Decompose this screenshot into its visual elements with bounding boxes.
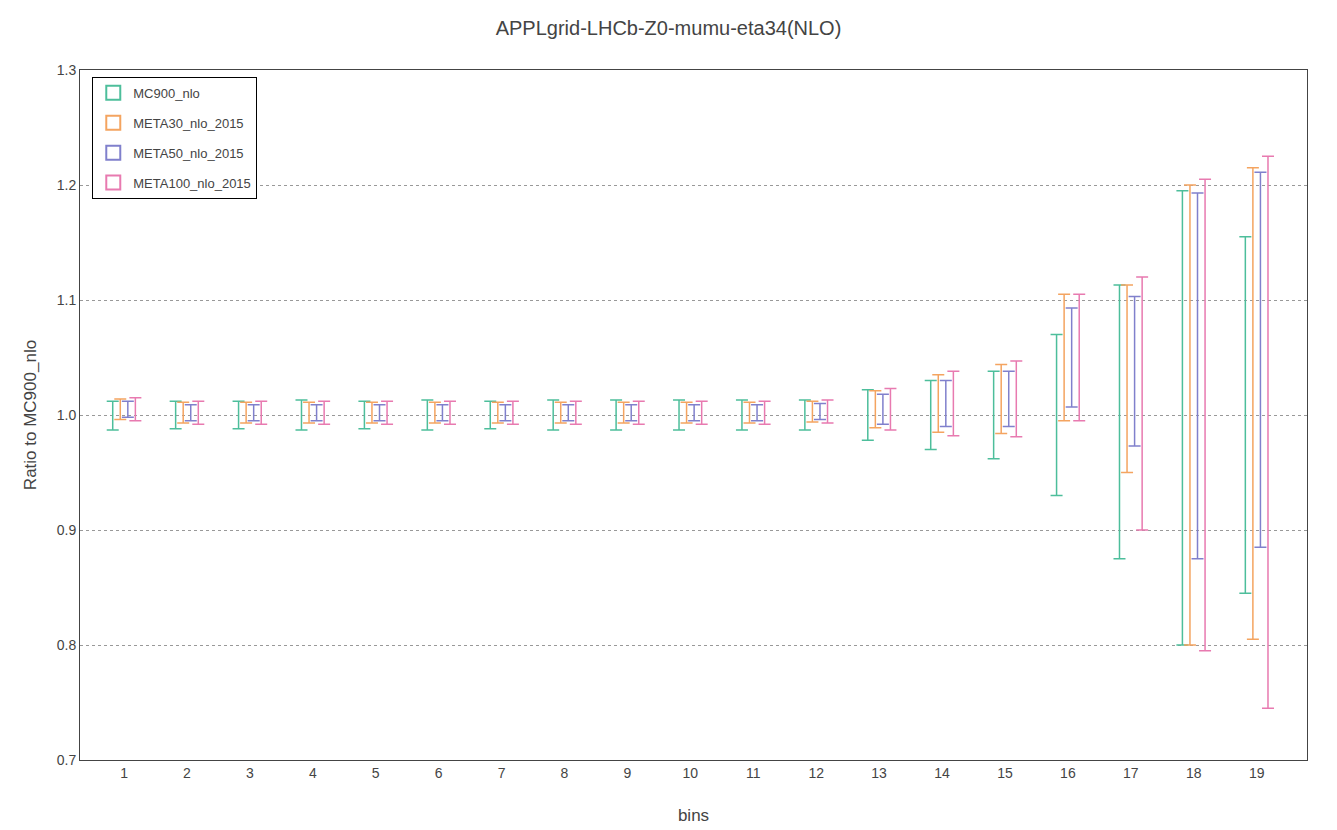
svg-text:0.7: 0.7 bbox=[57, 752, 77, 768]
svg-text:11: 11 bbox=[746, 765, 761, 781]
svg-text:META100_nlo_2015: META100_nlo_2015 bbox=[133, 176, 251, 191]
svg-text:7: 7 bbox=[498, 765, 506, 781]
svg-text:19: 19 bbox=[1249, 765, 1265, 781]
svg-text:9: 9 bbox=[624, 765, 632, 781]
svg-text:10: 10 bbox=[683, 765, 699, 781]
svg-text:1: 1 bbox=[120, 765, 128, 781]
svg-text:13: 13 bbox=[871, 765, 887, 781]
svg-text:18: 18 bbox=[1186, 765, 1202, 781]
svg-text:15: 15 bbox=[997, 765, 1013, 781]
svg-text:17: 17 bbox=[1123, 765, 1139, 781]
svg-text:1.3: 1.3 bbox=[57, 62, 77, 78]
svg-text:16: 16 bbox=[1060, 765, 1076, 781]
svg-text:META30_nlo_2015: META30_nlo_2015 bbox=[133, 116, 243, 131]
svg-text:1.2: 1.2 bbox=[57, 177, 77, 193]
svg-text:4: 4 bbox=[309, 765, 317, 781]
svg-text:0.9: 0.9 bbox=[57, 522, 77, 538]
svg-text:APPLgrid-LHCb-Z0-mumu-eta34(NL: APPLgrid-LHCb-Z0-mumu-eta34(NLO) bbox=[496, 17, 842, 39]
svg-text:2: 2 bbox=[183, 765, 191, 781]
svg-text:3: 3 bbox=[246, 765, 254, 781]
svg-text:META50_nlo_2015: META50_nlo_2015 bbox=[133, 146, 243, 161]
svg-text:5: 5 bbox=[372, 765, 380, 781]
svg-text:1.1: 1.1 bbox=[57, 292, 77, 308]
svg-text:12: 12 bbox=[808, 765, 824, 781]
svg-text:bins: bins bbox=[678, 806, 709, 825]
svg-text:MC900_nlo: MC900_nlo bbox=[133, 86, 200, 101]
svg-text:8: 8 bbox=[561, 765, 569, 781]
svg-text:1.0: 1.0 bbox=[57, 407, 77, 423]
svg-text:6: 6 bbox=[435, 765, 443, 781]
svg-text:0.8: 0.8 bbox=[57, 637, 77, 653]
svg-text:Ratio to MC900_nlo: Ratio to MC900_nlo bbox=[21, 340, 40, 490]
svg-text:14: 14 bbox=[934, 765, 950, 781]
